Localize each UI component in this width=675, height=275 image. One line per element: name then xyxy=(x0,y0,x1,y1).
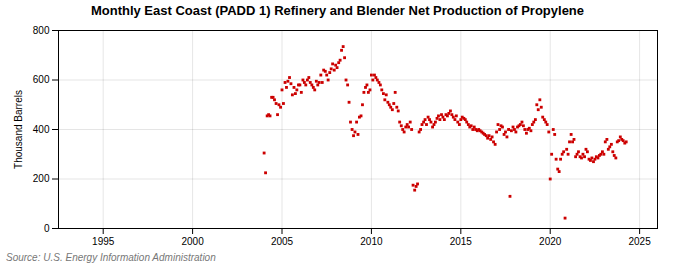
svg-text:200: 200 xyxy=(33,173,50,184)
svg-text:2010: 2010 xyxy=(360,236,383,247)
svg-text:2005: 2005 xyxy=(271,236,294,247)
svg-text:400: 400 xyxy=(33,124,50,135)
svg-text:600: 600 xyxy=(33,74,50,85)
svg-text:2020: 2020 xyxy=(539,236,562,247)
html-text:Source: U.S. Energy Informatio: Source: U.S. Energy Information Administ… xyxy=(6,252,216,263)
html-text:Monthly East Coast (PADD 1) Re: Monthly East Coast (PADD 1) Refinery and… xyxy=(90,3,584,18)
svg-text:Thousand Barrels: Thousand Barrels xyxy=(13,90,24,169)
svg-text:800: 800 xyxy=(33,25,50,36)
svg-text:1995: 1995 xyxy=(92,236,115,247)
svg-text:2025: 2025 xyxy=(628,236,651,247)
svg-text:2015: 2015 xyxy=(450,236,473,247)
svg-text:2000: 2000 xyxy=(181,236,204,247)
svg-text:0: 0 xyxy=(44,223,50,234)
